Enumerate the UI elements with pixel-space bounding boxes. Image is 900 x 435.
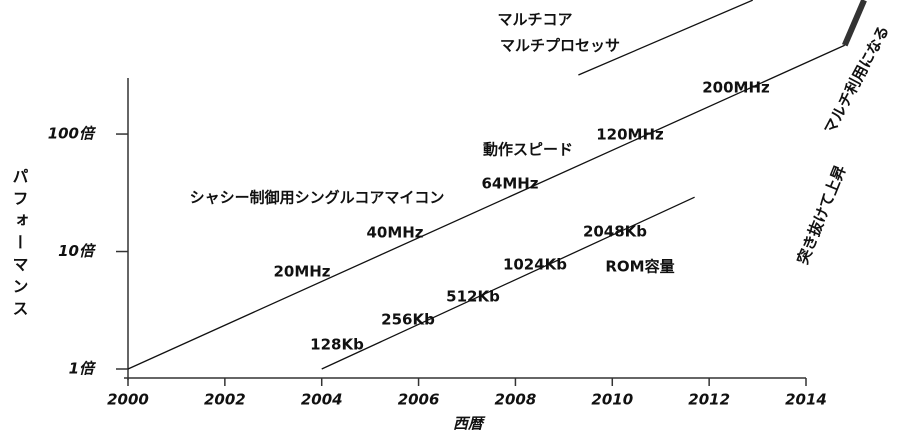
x-tick-label: 2004 — [301, 391, 343, 409]
annotation: 64MHz — [481, 175, 538, 193]
x-tick-label: 2010 — [591, 391, 633, 409]
annotation: 2048Kb — [583, 223, 647, 241]
annotation: シャシー制御用シングルコアマイコン — [190, 189, 445, 207]
series-line — [127, 44, 846, 370]
series-line — [321, 196, 695, 370]
x-tick-label: 2002 — [204, 391, 246, 409]
series-line — [578, 0, 753, 76]
annotation: 突き抜けて上昇 — [794, 163, 850, 267]
annotation: 120MHz — [596, 126, 664, 144]
y-tick-label: 100倍 — [48, 125, 97, 143]
annotation: 20MHz — [273, 263, 330, 281]
x-tick-label: 2014 — [785, 391, 827, 409]
annotation: 40MHz — [366, 224, 423, 242]
annotation: 256Kb — [381, 311, 435, 329]
x-tick-label: 2006 — [398, 391, 440, 409]
y-tick-label: 1倍 — [69, 360, 97, 378]
y-axis-label: パフォーマンス — [10, 168, 29, 322]
y-tick-label: 10倍 — [58, 242, 97, 260]
x-tick-label: 2012 — [688, 391, 730, 409]
annotation: 512Kb — [446, 288, 500, 306]
annotation: 200MHz — [702, 79, 770, 97]
annotation: マルチプロセッサ — [500, 37, 620, 55]
annotation: マルチ利用になる — [820, 23, 892, 137]
annotation: 1024Kb — [503, 256, 567, 274]
x-tick-label: 2000 — [107, 391, 149, 409]
annotation: 128Kb — [310, 336, 364, 354]
x-axis-label: 西暦 — [453, 415, 486, 433]
annotation: マルチコア — [497, 11, 572, 29]
annotation: ROM容量 — [605, 258, 674, 276]
x-tick-label: 2008 — [495, 391, 537, 409]
annotation: 動作スピード — [483, 141, 573, 159]
series-line — [841, 0, 867, 47]
